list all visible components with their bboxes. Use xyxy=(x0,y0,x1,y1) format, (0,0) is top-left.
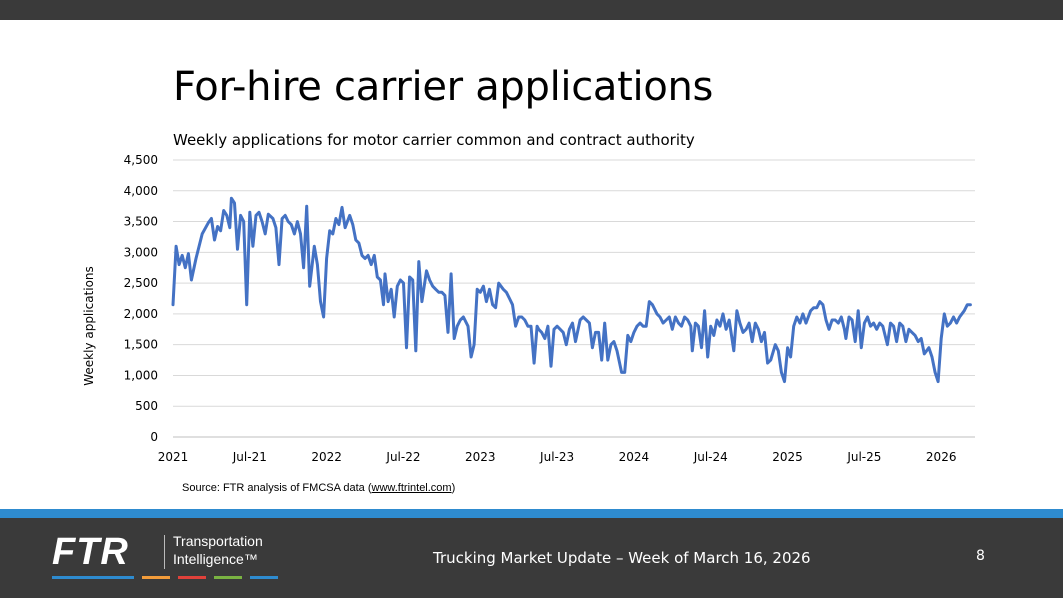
y-axis-label: Weekly applications xyxy=(82,266,96,386)
source-note: Source: FTR analysis of FMCSA data (www.… xyxy=(182,482,455,494)
x-tick-label: Jul-21 xyxy=(232,450,267,464)
logo-stripe xyxy=(214,576,242,579)
logo-divider xyxy=(164,535,165,569)
line-chart: 0 500 1,000 1,500 2,000 2,500 3,000 3,500 4,000 4… xyxy=(82,153,975,464)
y-tick-label: 3,500 xyxy=(124,215,158,229)
logo-stripes xyxy=(52,576,282,579)
chart-subtitle: Weekly applications for motor carrier co… xyxy=(173,131,695,149)
y-tick-label: 2,000 xyxy=(124,307,158,321)
footer-bar xyxy=(0,518,1063,598)
x-tick-label: 2025 xyxy=(772,450,803,464)
source-link[interactable]: www.ftrintel.com xyxy=(371,482,452,494)
logo-stripe xyxy=(178,576,206,579)
accent-band xyxy=(0,509,1063,518)
series-line xyxy=(171,196,972,384)
x-tick-label: Jul-24 xyxy=(693,450,728,464)
logo-tagline-1: Transportation xyxy=(173,533,263,549)
grid-lines xyxy=(173,159,975,438)
x-axis-ticks: 2021 Jul-21 2022 Jul-22 2023 Jul-23 2024 Jul-24… xyxy=(158,450,957,464)
source-prefix: Source: FTR analysis of FMCSA data ( xyxy=(182,482,372,494)
x-tick-label: 2023 xyxy=(465,450,496,464)
series xyxy=(171,196,972,384)
y-tick-label: 1,500 xyxy=(124,338,158,352)
y-tick-label: 4,000 xyxy=(124,184,158,198)
logo-stripe xyxy=(142,576,170,579)
slide-title: For-hire carrier applications xyxy=(173,64,714,110)
footer-text: Trucking Market Update – Week of March 1… xyxy=(433,549,811,567)
x-tick-label: 2026 xyxy=(926,450,957,464)
logo-stripe xyxy=(250,576,278,579)
y-tick-label: 3,000 xyxy=(124,245,158,259)
x-tick-label: 2022 xyxy=(311,450,342,464)
ftr-logo: FTR Transportation Intelligence™ xyxy=(52,531,282,583)
x-tick-label: Jul-22 xyxy=(385,450,420,464)
y-axis-ticks: 0 500 1,000 1,500 2,000 2,500 3,000 3,500 4,000 4… xyxy=(124,153,158,444)
logo-tagline-2: Intelligence™ xyxy=(173,551,258,567)
logo-stripe xyxy=(52,576,134,579)
x-tick-label: 2021 xyxy=(158,450,189,464)
y-tick-label: 0 xyxy=(150,430,158,444)
x-tick-label: 2024 xyxy=(619,450,650,464)
top-bar xyxy=(0,0,1063,20)
y-tick-label: 2,500 xyxy=(124,276,158,290)
source-suffix: ) xyxy=(451,482,456,494)
x-tick-label: Jul-23 xyxy=(539,450,574,464)
page-number: 8 xyxy=(976,548,985,564)
logo-wordmark: FTR xyxy=(52,531,129,573)
y-tick-label: 500 xyxy=(135,399,158,413)
y-tick-label: 1,000 xyxy=(124,368,158,382)
x-tick-label: Jul-25 xyxy=(846,450,881,464)
y-tick-label: 4,500 xyxy=(124,153,158,167)
